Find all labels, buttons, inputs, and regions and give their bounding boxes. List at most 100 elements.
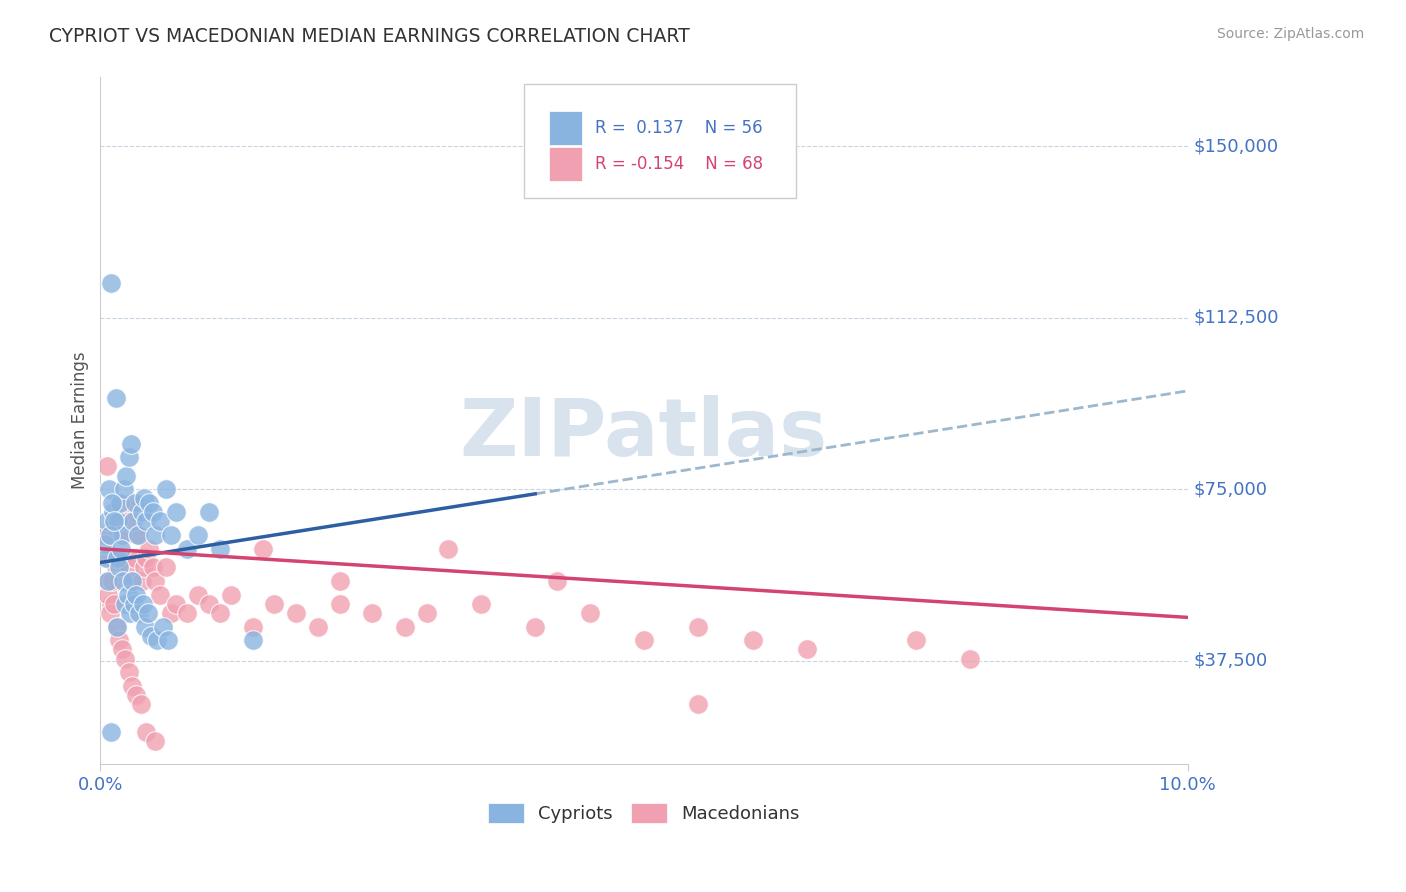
Point: [115, 514, 138, 528]
Point: [143, 734, 166, 748]
Point: [110, 541, 132, 556]
Point: [242, 633, 264, 648]
Point: [524, 619, 547, 633]
Point: [328, 597, 350, 611]
Point: [100, 724, 122, 739]
Text: R =  0.137    N = 56: R = 0.137 N = 56: [595, 120, 762, 137]
Point: [124, 496, 146, 510]
Point: [146, 633, 169, 648]
Point: [143, 528, 166, 542]
Point: [688, 698, 710, 712]
Point: [263, 597, 285, 611]
Point: [112, 574, 135, 588]
Point: [98, 528, 121, 542]
Point: [415, 606, 437, 620]
Point: [135, 724, 157, 739]
Point: [166, 505, 188, 519]
Point: [122, 574, 145, 588]
Point: [143, 574, 166, 588]
Text: Source: ZipAtlas.com: Source: ZipAtlas.com: [1216, 27, 1364, 41]
Point: [904, 633, 927, 648]
Point: [131, 505, 153, 519]
Point: [105, 619, 128, 633]
Point: [285, 606, 308, 620]
Point: [98, 483, 121, 497]
Point: [98, 550, 121, 565]
Point: [187, 528, 209, 542]
Point: [152, 619, 174, 633]
Point: [149, 587, 172, 601]
Point: [176, 541, 198, 556]
Point: [160, 606, 183, 620]
Point: [111, 550, 134, 565]
Point: [96, 459, 118, 474]
Point: [108, 496, 131, 510]
Point: [125, 587, 148, 601]
Point: [108, 496, 131, 510]
Text: $37,500: $37,500: [1194, 652, 1267, 670]
Point: [127, 528, 149, 542]
Point: [100, 597, 122, 611]
Point: [107, 574, 129, 588]
Point: [125, 688, 148, 702]
Point: [187, 587, 209, 601]
Point: [688, 619, 710, 633]
Point: [135, 550, 157, 565]
Point: [132, 491, 155, 506]
Point: [101, 496, 124, 510]
Point: [122, 597, 145, 611]
FancyBboxPatch shape: [550, 147, 582, 181]
Point: [242, 619, 264, 633]
Point: [633, 633, 655, 648]
Point: [470, 597, 492, 611]
Point: [361, 606, 384, 620]
Point: [112, 528, 135, 542]
Point: [108, 633, 131, 648]
Point: [111, 528, 134, 542]
Point: [117, 560, 139, 574]
Point: [103, 597, 125, 611]
Point: [97, 587, 120, 601]
Point: [959, 651, 981, 665]
Point: [96, 514, 118, 528]
Point: [105, 550, 128, 565]
Point: [127, 528, 149, 542]
Point: [437, 541, 460, 556]
Point: [156, 633, 179, 648]
Point: [166, 597, 188, 611]
Y-axis label: Median Earnings: Median Earnings: [72, 351, 89, 490]
Point: [578, 606, 600, 620]
Point: [121, 679, 143, 693]
Point: [138, 541, 160, 556]
Point: [394, 619, 416, 633]
Point: [141, 560, 163, 574]
Text: CYPRIOT VS MACEDONIAN MEDIAN EARNINGS CORRELATION CHART: CYPRIOT VS MACEDONIAN MEDIAN EARNINGS CO…: [49, 27, 690, 45]
Point: [155, 560, 177, 574]
Point: [149, 514, 172, 528]
Point: [307, 619, 329, 633]
Point: [546, 574, 568, 588]
Point: [117, 450, 139, 465]
Text: R = -0.154    N = 68: R = -0.154 N = 68: [595, 155, 763, 173]
Point: [96, 574, 118, 588]
Point: [141, 629, 163, 643]
Point: [138, 496, 160, 510]
Point: [134, 619, 156, 633]
Point: [136, 606, 159, 620]
Point: [208, 606, 231, 620]
Point: [108, 560, 131, 574]
Point: [114, 651, 136, 665]
Point: [97, 574, 120, 588]
Point: [104, 560, 127, 574]
Point: [100, 277, 122, 291]
Point: [114, 597, 136, 611]
Point: [103, 505, 125, 519]
Point: [105, 619, 128, 633]
Point: [111, 642, 134, 657]
Text: $75,000: $75,000: [1194, 480, 1267, 499]
Point: [328, 574, 350, 588]
Point: [120, 436, 142, 450]
Point: [112, 483, 135, 497]
Point: [796, 642, 818, 657]
Point: [94, 550, 117, 565]
